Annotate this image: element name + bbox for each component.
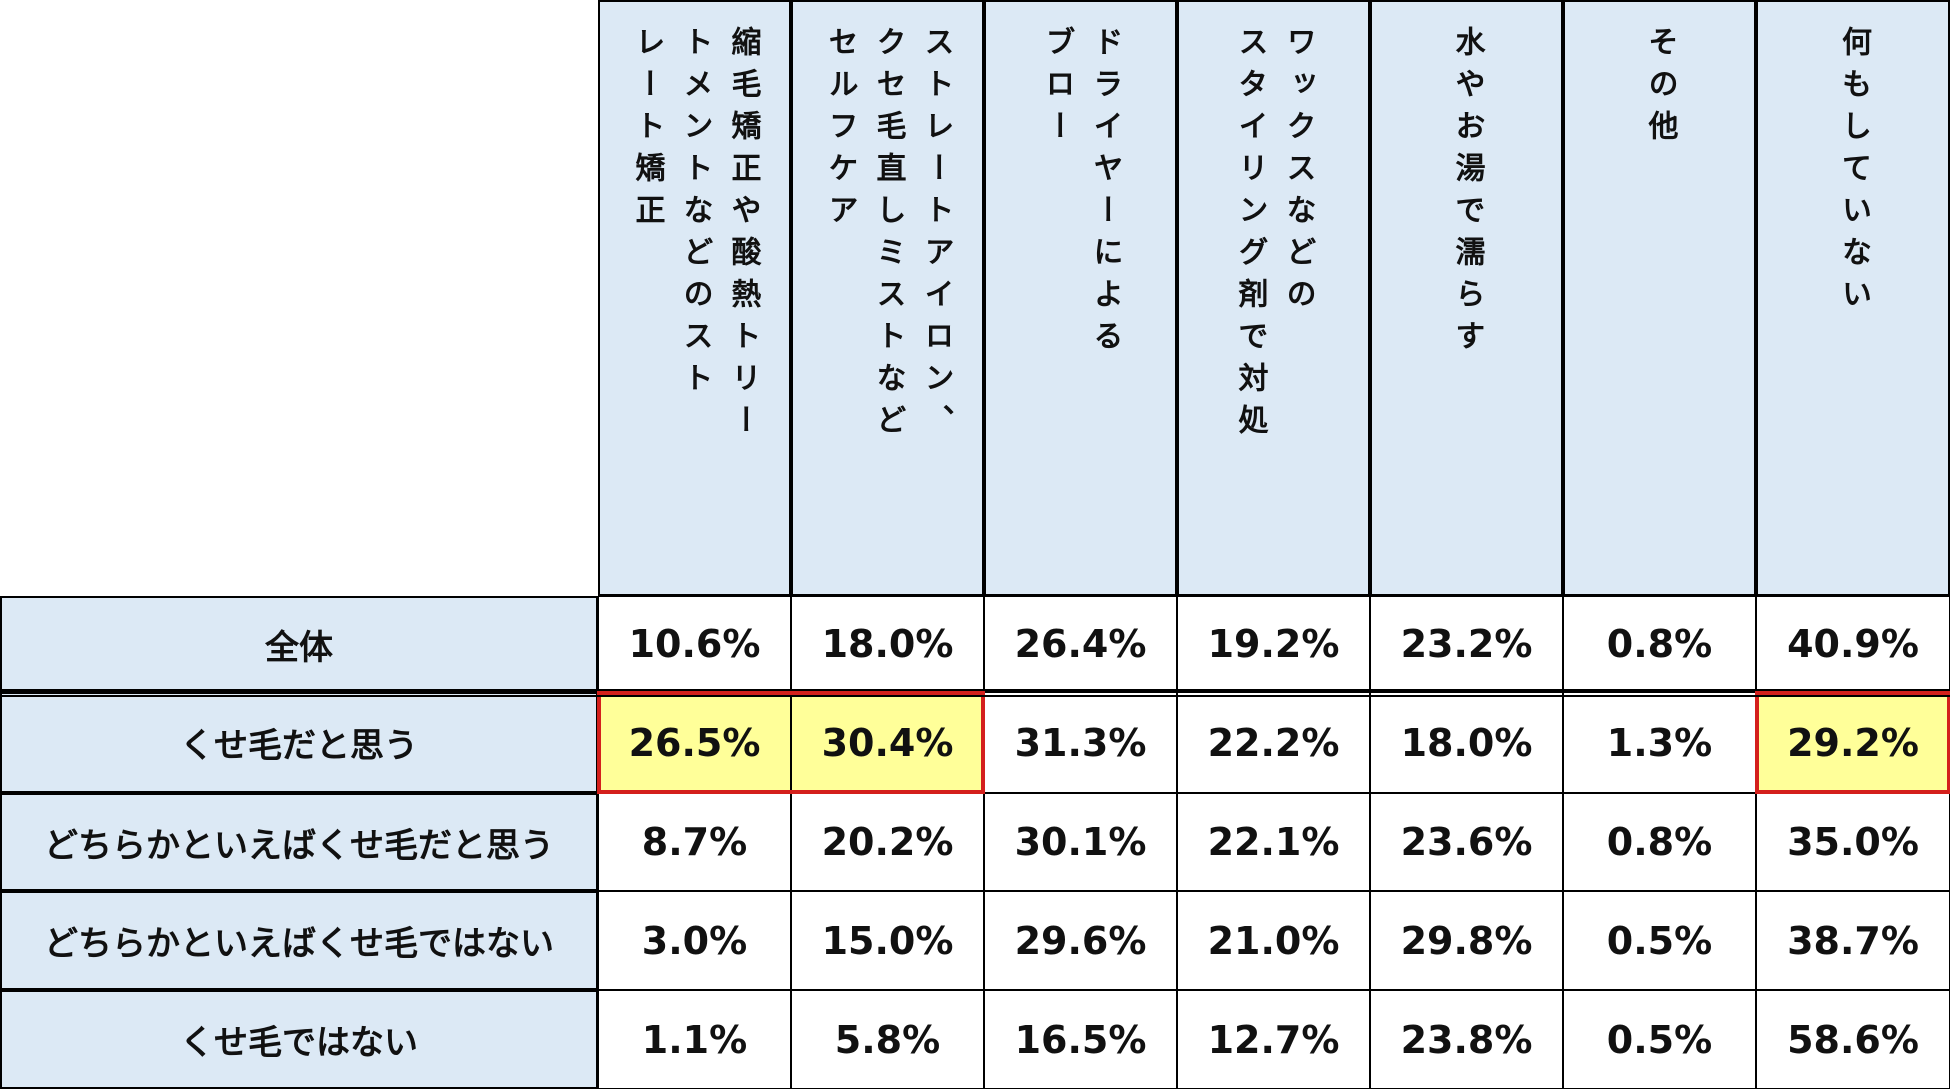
value-label: 18.0% <box>821 622 954 666</box>
column-header: 縮毛矯正や酸熱トリー トメントなどのスト レート矯正 <box>598 0 791 596</box>
value-cell: 3.0% <box>598 891 791 990</box>
value-cell: 10.6% <box>598 596 791 692</box>
value-cell: 38.7% <box>1756 891 1950 990</box>
value-cell: 0.8% <box>1563 793 1756 891</box>
row-label: 全体 <box>0 596 598 692</box>
value-cell: 40.9% <box>1756 596 1950 692</box>
highlighted-value-cell: 30.4% <box>791 692 984 793</box>
column-header: ドライヤーによる ブロー <box>984 0 1177 596</box>
value-cell: 8.7% <box>598 793 791 891</box>
column-header: ストレートアイロン、 クセ毛直しミストなど セルフケア <box>791 0 984 596</box>
value-label: 29.8% <box>1400 918 1533 963</box>
value-label: 30.1% <box>1014 820 1147 864</box>
value-cell: 0.8% <box>1563 596 1756 692</box>
value-cell: 0.5% <box>1563 990 1756 1089</box>
column-header-label: ストレートアイロン、 クセ毛直しミストなど セルフケア <box>822 26 954 446</box>
value-label: 1.1% <box>641 1017 748 1062</box>
row-label: くせ毛だと思う <box>0 692 598 793</box>
value-label: 18.0% <box>1400 720 1533 765</box>
row-label-text: くせ毛だと思う <box>180 726 418 766</box>
value-cell: 29.8% <box>1370 891 1563 990</box>
value-cell: 16.5% <box>984 990 1177 1089</box>
column-header: ワックスなどの スタイリング剤で対処 <box>1177 0 1370 596</box>
highlighted-value-cell: 29.2% <box>1756 692 1950 793</box>
value-label: 21.0% <box>1207 918 1340 963</box>
value-cell: 15.0% <box>791 891 984 990</box>
value-label: 22.1% <box>1207 820 1340 864</box>
value-label: 0.8% <box>1606 820 1713 864</box>
value-label: 26.4% <box>1014 622 1147 666</box>
value-cell: 29.6% <box>984 891 1177 990</box>
value-label: 19.2% <box>1207 622 1340 666</box>
value-label: 38.7% <box>1787 918 1919 963</box>
value-label: 26.5% <box>628 720 761 765</box>
value-label: 16.5% <box>1014 1017 1147 1062</box>
value-label: 35.0% <box>1787 820 1919 864</box>
column-header-label: ワックスなどの スタイリング剤で対処 <box>1232 26 1316 446</box>
value-label: 23.8% <box>1400 1017 1533 1062</box>
value-label: 5.8% <box>834 1017 941 1062</box>
value-cell: 21.0% <box>1177 891 1370 990</box>
value-label: 23.2% <box>1400 622 1533 666</box>
column-header-label: 水やお湯で濡らす <box>1449 26 1485 362</box>
value-label: 40.9% <box>1787 622 1919 666</box>
column-header: 何もしていない <box>1756 0 1950 596</box>
row-label-text: くせ毛ではない <box>180 1023 418 1063</box>
row-label-text: 全体 <box>265 627 333 668</box>
value-cell: 23.6% <box>1370 793 1563 891</box>
value-label: 10.6% <box>628 622 761 666</box>
value-cell: 31.3% <box>984 692 1177 793</box>
value-cell: 0.5% <box>1563 891 1756 990</box>
value-cell: 22.2% <box>1177 692 1370 793</box>
value-label: 29.2% <box>1787 720 1919 765</box>
value-label: 29.6% <box>1014 918 1147 963</box>
value-label: 12.7% <box>1207 1017 1340 1062</box>
value-label: 1.3% <box>1606 720 1713 765</box>
value-label: 15.0% <box>821 918 954 963</box>
column-header-label: その他 <box>1642 26 1678 152</box>
row-label: くせ毛ではない <box>0 990 598 1089</box>
value-cell: 35.0% <box>1756 793 1950 891</box>
value-label: 20.2% <box>821 820 954 864</box>
value-cell: 5.8% <box>791 990 984 1089</box>
column-header-label: 何もしていない <box>1836 26 1871 320</box>
value-cell: 18.0% <box>791 596 984 692</box>
value-label: 0.5% <box>1606 1017 1713 1062</box>
value-cell: 23.2% <box>1370 596 1563 692</box>
row-label-text: どちらかといえばくせ毛だと思う <box>44 825 554 866</box>
value-cell: 20.2% <box>791 793 984 891</box>
value-label: 8.7% <box>641 820 748 864</box>
value-cell: 18.0% <box>1370 692 1563 793</box>
value-cell: 12.7% <box>1177 990 1370 1089</box>
row-separator-line <box>0 689 1950 691</box>
value-cell: 30.1% <box>984 793 1177 891</box>
highlighted-value-cell: 26.5% <box>598 692 791 793</box>
value-label: 22.2% <box>1207 720 1340 765</box>
column-header-label: ドライヤーによる ブロー <box>1039 26 1123 362</box>
value-cell: 23.8% <box>1370 990 1563 1089</box>
value-label: 23.6% <box>1400 820 1533 864</box>
value-cell: 58.6% <box>1756 990 1950 1089</box>
value-cell: 1.3% <box>1563 692 1756 793</box>
value-cell: 22.1% <box>1177 793 1370 891</box>
column-header: 水やお湯で濡らす <box>1370 0 1563 596</box>
value-label: 30.4% <box>821 720 954 765</box>
value-label: 58.6% <box>1787 1017 1919 1062</box>
value-label: 3.0% <box>641 918 748 963</box>
value-cell: 19.2% <box>1177 596 1370 692</box>
value-label: 0.8% <box>1606 622 1713 666</box>
value-cell: 26.4% <box>984 596 1177 692</box>
column-header: その他 <box>1563 0 1756 596</box>
value-label: 0.5% <box>1606 918 1713 963</box>
value-label: 31.3% <box>1014 720 1147 765</box>
value-cell: 1.1% <box>598 990 791 1089</box>
row-separator-line <box>0 695 1950 697</box>
row-label: どちらかといえばくせ毛だと思う <box>0 793 598 891</box>
row-label-text: どちらかといえばくせ毛ではない <box>44 924 554 964</box>
row-label: どちらかといえばくせ毛ではない <box>0 891 598 990</box>
column-header-label: 縮毛矯正や酸熱トリー トメントなどのスト レート矯正 <box>629 26 761 446</box>
